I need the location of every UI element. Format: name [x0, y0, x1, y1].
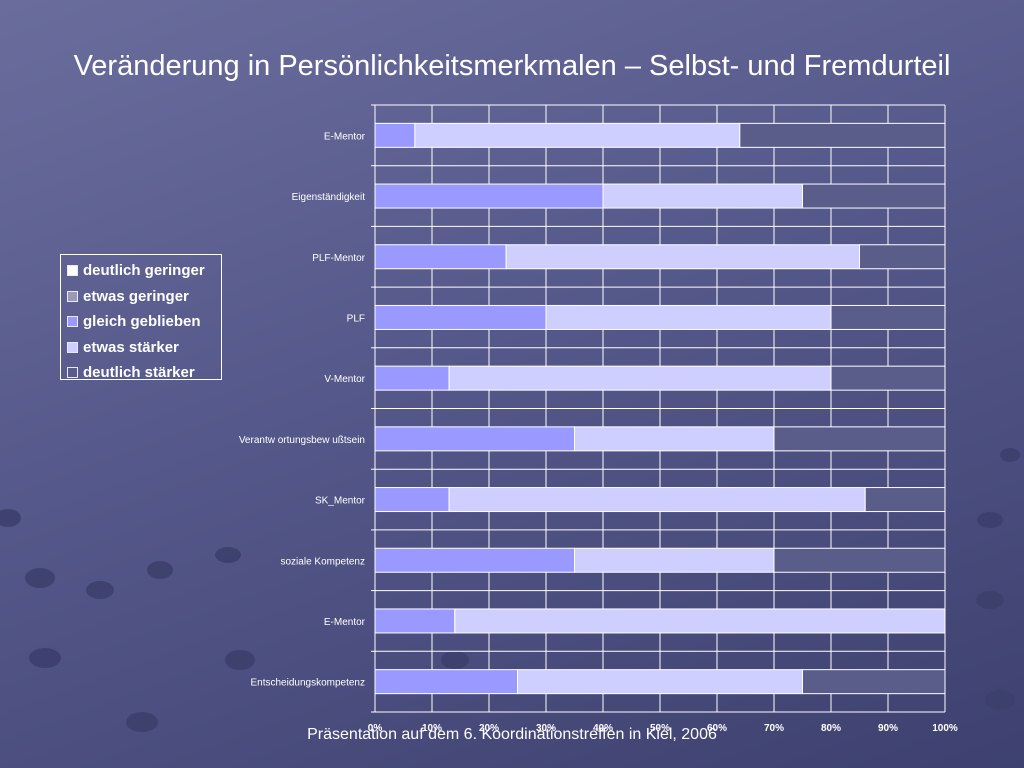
bar-segment	[374, 244, 507, 270]
slide-footer: Präsentation auf dem 6. Koordinationstre…	[307, 726, 717, 743]
x-axis-ticks: 0% 10% 20% 30% 40% 50% 60% 70% 80% 90% 100%	[368, 723, 958, 734]
bar-segment	[374, 547, 575, 573]
x-tick-label: 50%	[650, 723, 670, 734]
bars	[374, 122, 946, 695]
category-label: soziale Kompetenz	[281, 556, 366, 567]
category-label: PLF	[347, 313, 365, 324]
bar-segment	[773, 547, 946, 573]
category-label: E-Mentor	[324, 131, 366, 142]
legend-swatch	[67, 316, 78, 328]
bar-segment	[574, 547, 775, 573]
bar-segment	[574, 426, 775, 452]
category-label: Eigenständigkeit	[292, 192, 366, 203]
bar-segment	[414, 122, 741, 148]
category-label: PLF-Mentor	[312, 253, 365, 264]
legend-label: gleich geblieben	[83, 313, 201, 331]
legend-label: etwas geringer	[83, 287, 189, 305]
bar-segment	[374, 304, 547, 330]
legend-swatch	[67, 341, 78, 353]
x-tick-label: 0%	[368, 723, 383, 734]
bar-segment	[374, 365, 450, 391]
bar-segment	[545, 304, 832, 330]
legend-label: etwas stärker	[83, 338, 179, 356]
legend-item-etwas-geringer: etwas geringer	[67, 284, 221, 310]
legend-item-deutlich-geringer: deutlich geringer	[67, 258, 221, 284]
bar-segment	[802, 183, 946, 209]
x-tick-label: 90%	[878, 723, 898, 734]
legend-swatch	[67, 265, 78, 277]
x-tick-label: 20%	[479, 723, 499, 734]
bar-segment	[864, 487, 946, 513]
x-tick-label: 70%	[764, 723, 784, 734]
category-labels: E-Mentor Eigenständigkeit PLF-Mentor PLF V-M…	[239, 131, 366, 688]
legend-item-gleich-geblieben: gleich geblieben	[67, 309, 221, 335]
bar-segment	[448, 487, 866, 513]
bar-segment	[830, 365, 946, 391]
legend-swatch	[67, 367, 78, 379]
bar-segment	[830, 304, 946, 330]
bar-segment	[773, 426, 946, 452]
bar-segment	[374, 487, 450, 513]
x-tick-label: 40%	[593, 723, 613, 734]
legend-label: deutlich geringer	[83, 262, 205, 280]
bar-segment	[517, 669, 803, 695]
bar-segment	[448, 365, 832, 391]
x-tick-label: 60%	[707, 723, 727, 734]
legend-item-etwas-staerker: etwas stärker	[67, 335, 221, 361]
bar-segment	[454, 608, 946, 634]
slide-title: Veränderung in Persönlichkeitsmerkmalen …	[73, 50, 951, 82]
bar-segment	[374, 426, 575, 452]
bar-segment	[802, 669, 946, 695]
legend-swatch	[67, 290, 78, 302]
category-label: SK_Mentor	[315, 496, 366, 507]
bar-segment	[374, 122, 416, 148]
x-tick-label: 30%	[536, 723, 556, 734]
bar-segment	[739, 122, 946, 148]
category-label: Entscheidungskompetenz	[250, 678, 365, 689]
category-label: Verantw ortungsbew ußtsein	[239, 435, 365, 446]
category-label: V-Mentor	[324, 374, 365, 385]
x-tick-label: 80%	[821, 723, 841, 734]
legend-item-deutlich-staerker: deutlich stärker	[67, 360, 221, 386]
x-tick-label: 10%	[422, 723, 442, 734]
category-label: E-Mentor	[324, 617, 366, 628]
bar-segment	[505, 244, 860, 270]
chart-legend: deutlich geringer etwas geringer gleich …	[60, 254, 222, 381]
x-tick-label: 100%	[932, 723, 958, 734]
bar-segment	[374, 608, 456, 634]
bar-segment	[602, 183, 803, 209]
bar-segment	[374, 183, 604, 209]
legend-label: deutlich stärker	[83, 364, 195, 382]
bar-segment	[859, 244, 946, 270]
bar-segment	[374, 669, 518, 695]
